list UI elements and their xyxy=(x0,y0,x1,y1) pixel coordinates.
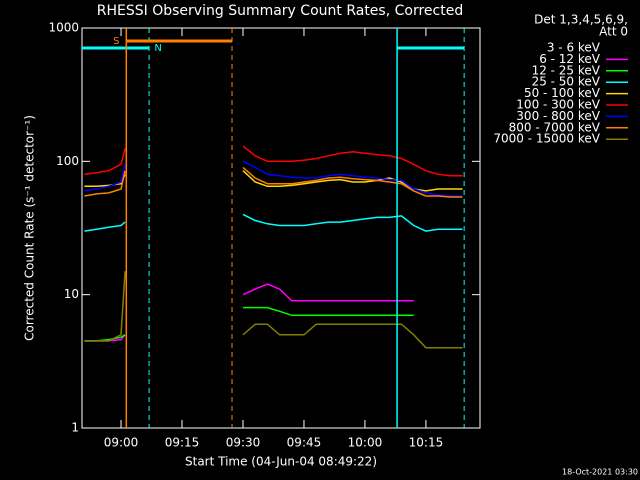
flag-label: S xyxy=(113,36,119,47)
y-tick-label: 1000 xyxy=(48,21,79,35)
legend-label: 800 - 7000 keV xyxy=(509,120,601,134)
x-tick-label: 09:00 xyxy=(104,436,139,450)
plot-frame xyxy=(81,27,481,429)
x-tick-label: 09:30 xyxy=(226,436,261,450)
legend-label: 50 - 100 keV xyxy=(524,86,601,100)
x-tick-label: 09:45 xyxy=(287,436,322,450)
series-line xyxy=(84,166,463,198)
legend-label: 12 - 25 keV xyxy=(532,63,601,77)
series-line xyxy=(84,271,463,349)
y-tick-label: 10 xyxy=(64,287,79,301)
x-tick-label: 09:15 xyxy=(165,436,200,450)
series-line xyxy=(84,213,463,232)
flag-label: N xyxy=(154,43,161,54)
x-tick-label: 10:00 xyxy=(348,436,383,450)
legend-label: 6 - 12 keV xyxy=(539,52,601,66)
x-axis-label: Start Time (04-Jun-04 08:49:22) xyxy=(185,455,377,469)
y-axis-label: Corrected Count Rate (s⁻¹ detector⁻¹) xyxy=(23,115,37,341)
legend-label: 100 - 300 keV xyxy=(516,98,600,112)
legend-label: 7000 - 15000 keV xyxy=(493,132,600,146)
series-line xyxy=(84,283,414,342)
series-line xyxy=(84,145,463,177)
legend-label: 300 - 800 keV xyxy=(516,109,600,123)
legend-header: Det 1,3,4,5,6,9, xyxy=(534,13,628,27)
series-line xyxy=(84,323,415,418)
series-line xyxy=(84,160,463,197)
chart-title: RHESSI Observing Summary Count Rates, Co… xyxy=(97,3,463,19)
legend-label: 25 - 50 keV xyxy=(532,75,601,89)
legend-label: 3 - 6 keV xyxy=(547,41,601,55)
y-tick-label: 100 xyxy=(56,154,79,168)
x-tick-label: 10:15 xyxy=(409,436,444,450)
y-tick-label: 1 xyxy=(71,421,79,435)
series-line xyxy=(84,170,463,192)
timestamp: 18-Oct-2021 03:30 xyxy=(562,468,638,477)
legend-header: Att 0 xyxy=(599,25,628,39)
